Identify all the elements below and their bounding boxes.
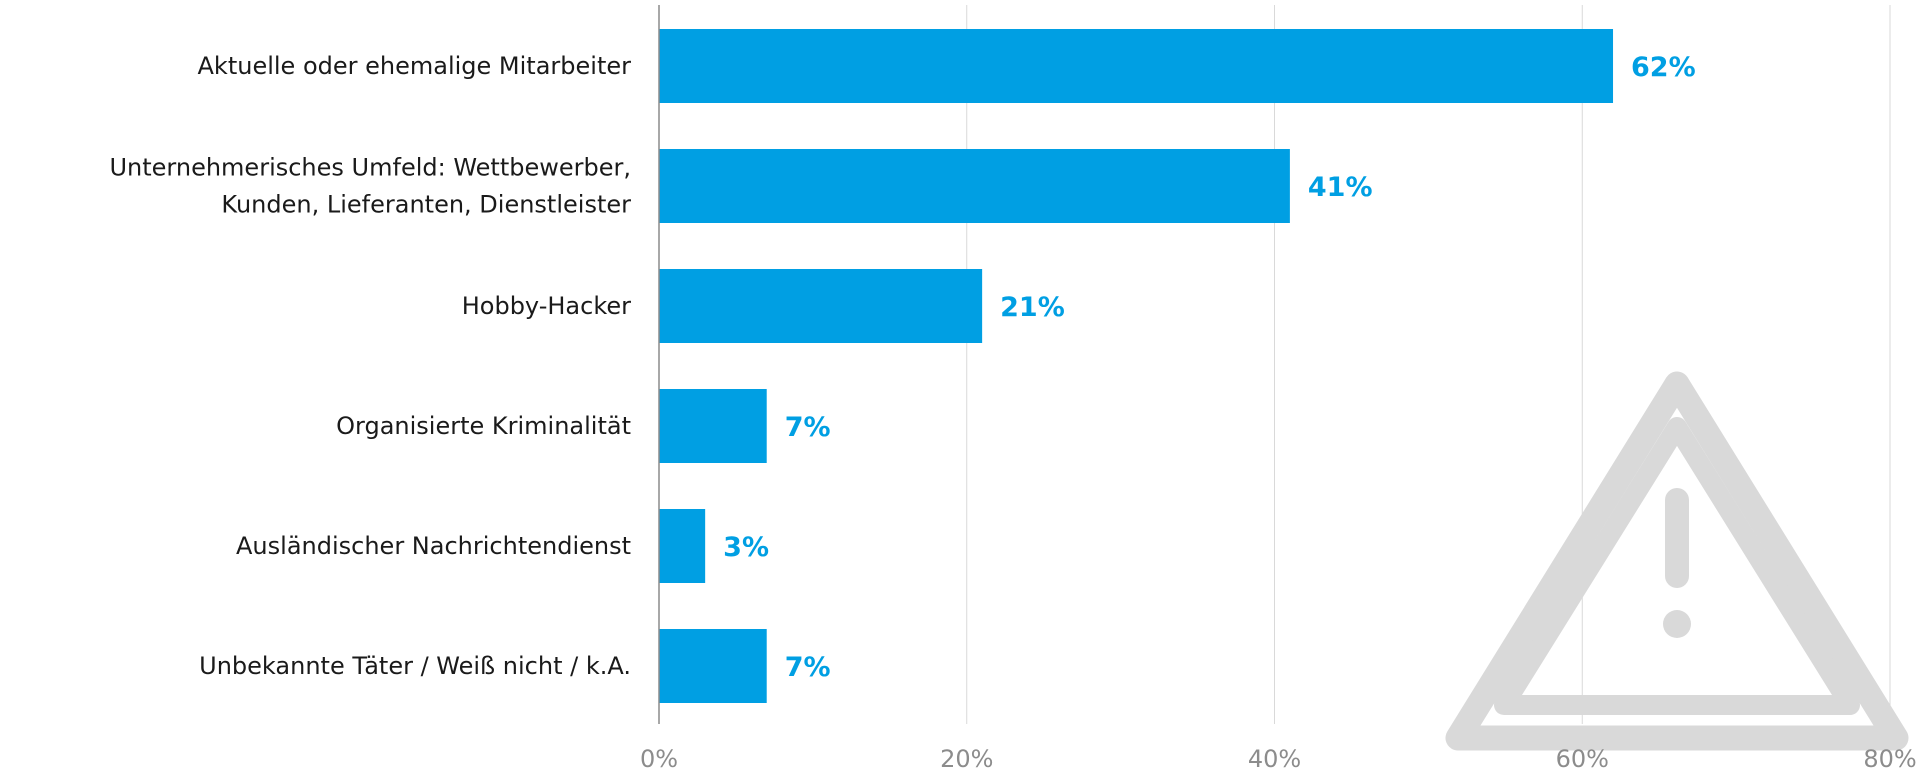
x-tick-label: 20% [940,745,993,769]
x-tick-label: 0% [640,745,678,769]
exclamation-dot [1663,610,1691,638]
category-label: Hobby-Hacker [462,292,631,320]
x-tick-label: 80% [1863,745,1916,769]
value-label: 41% [1308,172,1373,203]
bar [659,629,767,703]
warning-triangle-icon [1445,371,1909,751]
category-label: Unbekannte Täter / Weiß nicht / k.A. [199,652,631,680]
value-label: 7% [785,652,831,683]
bar [659,389,767,463]
bar [659,29,1614,103]
gridlines [966,5,1891,724]
x-tick-label: 40% [1248,745,1301,769]
bar [659,269,983,343]
warning-triangle-inner [1494,417,1860,715]
warning-triangle-outer [1445,371,1909,751]
x-tick-label: 60% [1556,745,1609,769]
value-labels: 62% 41% 21% 7% 3% 7% [723,52,1696,683]
category-label: Ausländischer Nachrichtendienst [236,532,631,560]
value-label: 7% [785,412,831,443]
category-label: Organisierte Kriminalität [336,412,631,440]
bar [659,509,706,583]
category-labels: Aktuelle oder ehemalige Mitarbeiter Unter… [109,52,631,680]
bars [659,29,1614,703]
exclamation-bar [1665,488,1689,588]
value-label: 3% [723,532,769,563]
x-tick-labels: 0% 20% 40% 60% 80% [640,745,1917,769]
bar [659,149,1290,223]
value-label: 62% [1631,52,1696,83]
value-label: 21% [1000,292,1065,323]
category-label: Aktuelle oder ehemalige Mitarbeiter [198,52,632,80]
category-label: Unternehmerisches Umfeld: Wettbewerber, K… [109,154,631,219]
